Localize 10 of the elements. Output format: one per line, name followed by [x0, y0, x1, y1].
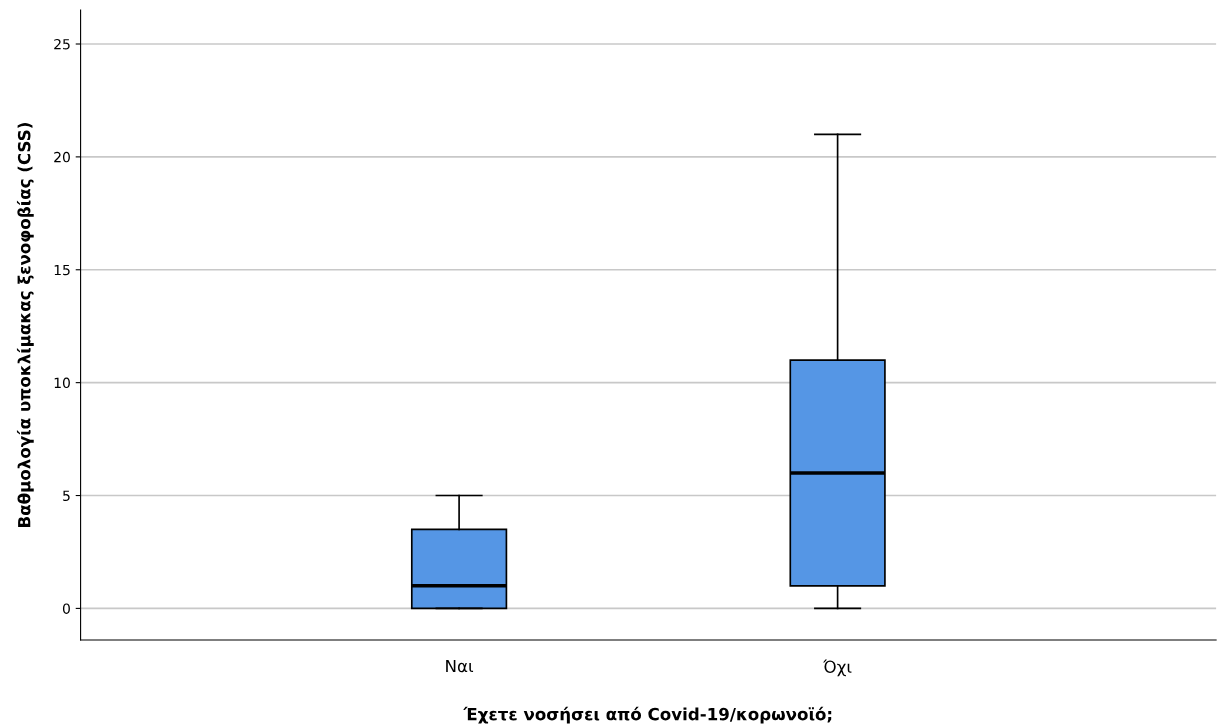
y-tick-label: 15: [54, 264, 70, 276]
x-tick-label: Όχι: [823, 659, 852, 677]
y-axis-title: Βαθμολογία υποκλίμακας ξενοφοβίας (CSS): [16, 123, 34, 527]
y-tick-label: 25: [54, 38, 70, 50]
x-tick-label: Ναι: [446, 659, 474, 673]
x-axis-title: Έχετε νοσήσει από Covid-19/κορωνοϊό;: [463, 706, 832, 724]
y-tick-label: 0: [62, 603, 70, 614]
y-tick-label: 5: [63, 490, 70, 501]
y-tick-label: 20: [54, 151, 70, 163]
y-tick-label: 10: [54, 377, 70, 389]
